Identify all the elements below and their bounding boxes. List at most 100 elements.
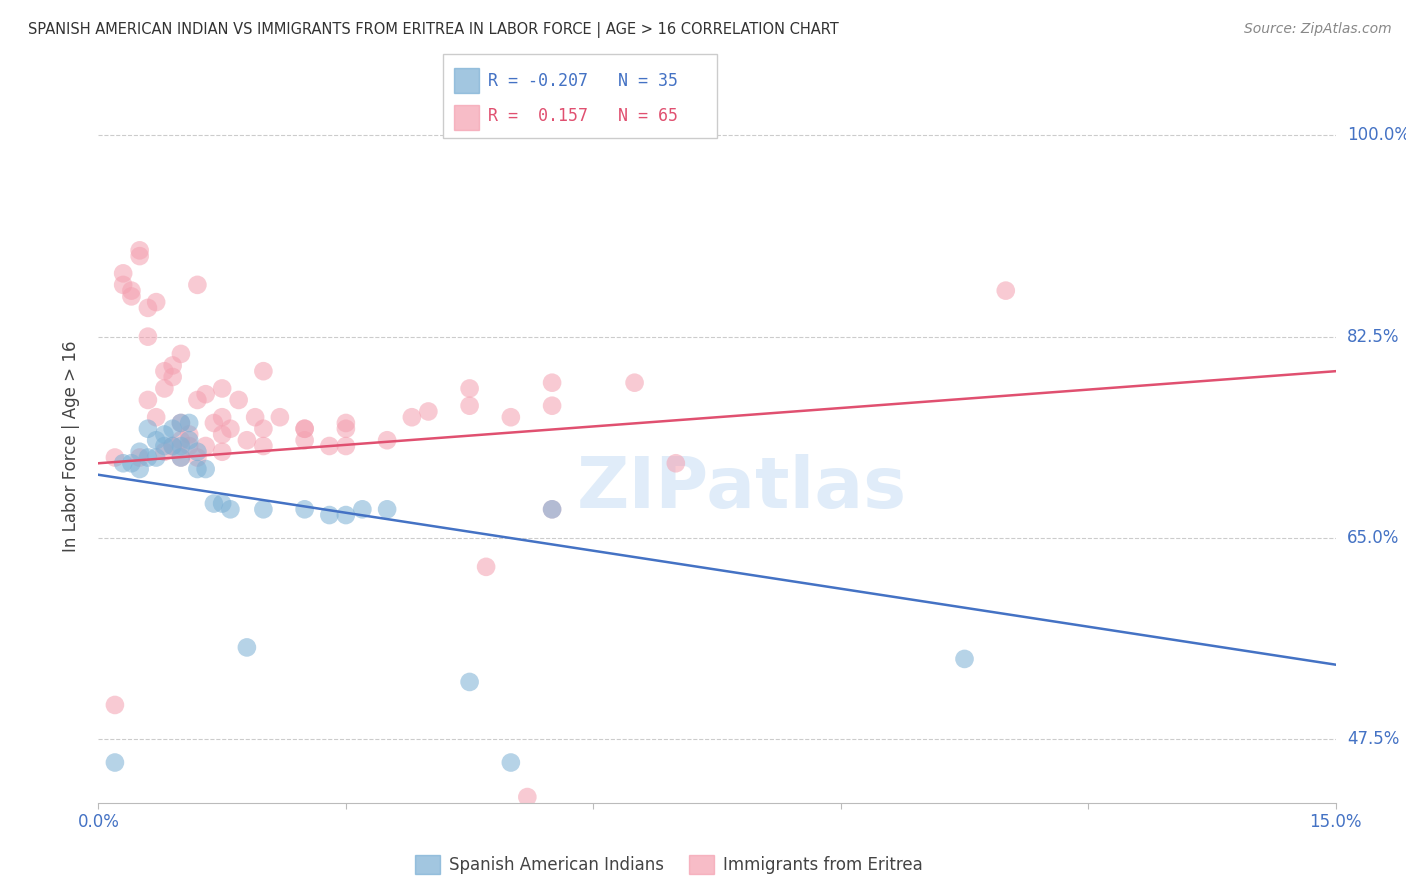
Y-axis label: In Labor Force | Age > 16: In Labor Force | Age > 16 xyxy=(62,340,80,552)
Point xyxy=(170,439,193,453)
Point xyxy=(112,277,135,292)
Point xyxy=(228,392,250,407)
Point xyxy=(294,434,316,448)
Point xyxy=(194,387,217,401)
Point xyxy=(236,640,259,655)
Point xyxy=(202,497,225,511)
Point xyxy=(243,410,266,425)
Point xyxy=(335,422,357,436)
Point xyxy=(516,790,538,805)
Point xyxy=(128,244,150,258)
Point xyxy=(294,502,316,516)
Point xyxy=(186,444,208,458)
Point xyxy=(186,277,208,292)
Text: 100.0%: 100.0% xyxy=(1347,127,1406,145)
Point xyxy=(136,450,159,465)
Point xyxy=(128,249,150,263)
Point xyxy=(219,422,242,436)
Point xyxy=(375,502,398,516)
Point xyxy=(186,462,208,476)
Point xyxy=(219,502,242,516)
Point xyxy=(236,434,259,448)
Point xyxy=(194,439,217,453)
Point xyxy=(211,444,233,458)
Point xyxy=(162,359,184,373)
Point xyxy=(136,301,159,315)
Point xyxy=(136,329,159,343)
Point xyxy=(104,756,127,770)
Text: Source: ZipAtlas.com: Source: ZipAtlas.com xyxy=(1244,22,1392,37)
Point xyxy=(252,422,274,436)
Point xyxy=(136,392,159,407)
Point xyxy=(665,456,688,470)
Point xyxy=(499,410,522,425)
Text: Spanish American Indians: Spanish American Indians xyxy=(449,856,664,874)
Point xyxy=(186,450,208,465)
Point xyxy=(186,392,208,407)
Point xyxy=(623,376,645,390)
Text: 82.5%: 82.5% xyxy=(1347,327,1399,346)
Text: R =  0.157   N = 65: R = 0.157 N = 65 xyxy=(488,107,678,125)
Point xyxy=(145,450,167,465)
Point xyxy=(153,427,176,442)
Point xyxy=(153,439,176,453)
Point xyxy=(541,502,564,516)
Point xyxy=(335,508,357,522)
Point xyxy=(162,422,184,436)
Point xyxy=(211,410,233,425)
Text: Immigrants from Eritrea: Immigrants from Eritrea xyxy=(723,856,922,874)
Point xyxy=(145,410,167,425)
Point xyxy=(418,404,440,418)
Point xyxy=(170,416,193,430)
Point xyxy=(335,439,357,453)
Point xyxy=(153,381,176,395)
Point xyxy=(541,399,564,413)
Text: 47.5%: 47.5% xyxy=(1347,731,1399,748)
Point xyxy=(294,422,316,436)
Point xyxy=(170,416,193,430)
Point xyxy=(375,434,398,448)
Point xyxy=(541,376,564,390)
Point xyxy=(211,381,233,395)
Point xyxy=(202,416,225,430)
Point xyxy=(211,497,233,511)
Point xyxy=(475,559,498,574)
Point xyxy=(953,652,976,666)
Text: R = -0.207   N = 35: R = -0.207 N = 35 xyxy=(488,71,678,89)
Point xyxy=(120,284,142,298)
Point xyxy=(541,502,564,516)
Point xyxy=(499,756,522,770)
Point xyxy=(162,439,184,453)
Point xyxy=(179,427,201,442)
Point xyxy=(401,410,423,425)
Point xyxy=(128,444,150,458)
Point xyxy=(170,434,193,448)
Point xyxy=(170,347,193,361)
Point xyxy=(104,450,127,465)
Point xyxy=(153,444,176,458)
Point xyxy=(294,422,316,436)
Point xyxy=(458,381,481,395)
Point xyxy=(458,675,481,690)
Point xyxy=(194,462,217,476)
Point xyxy=(179,434,201,448)
Point xyxy=(252,439,274,453)
Text: 65.0%: 65.0% xyxy=(1347,529,1399,547)
Point xyxy=(162,439,184,453)
Point xyxy=(352,502,374,516)
Point xyxy=(252,502,274,516)
Point xyxy=(136,422,159,436)
Point xyxy=(318,439,340,453)
Point xyxy=(170,450,193,465)
Point xyxy=(112,266,135,280)
Point xyxy=(120,289,142,303)
Point xyxy=(145,295,167,310)
Text: SPANISH AMERICAN INDIAN VS IMMIGRANTS FROM ERITREA IN LABOR FORCE | AGE > 16 COR: SPANISH AMERICAN INDIAN VS IMMIGRANTS FR… xyxy=(28,22,839,38)
Point xyxy=(179,416,201,430)
Text: ZIPatlas: ZIPatlas xyxy=(576,454,907,524)
Point xyxy=(179,439,201,453)
Point xyxy=(120,456,142,470)
Point xyxy=(153,364,176,378)
Point xyxy=(128,462,150,476)
Point xyxy=(994,284,1017,298)
